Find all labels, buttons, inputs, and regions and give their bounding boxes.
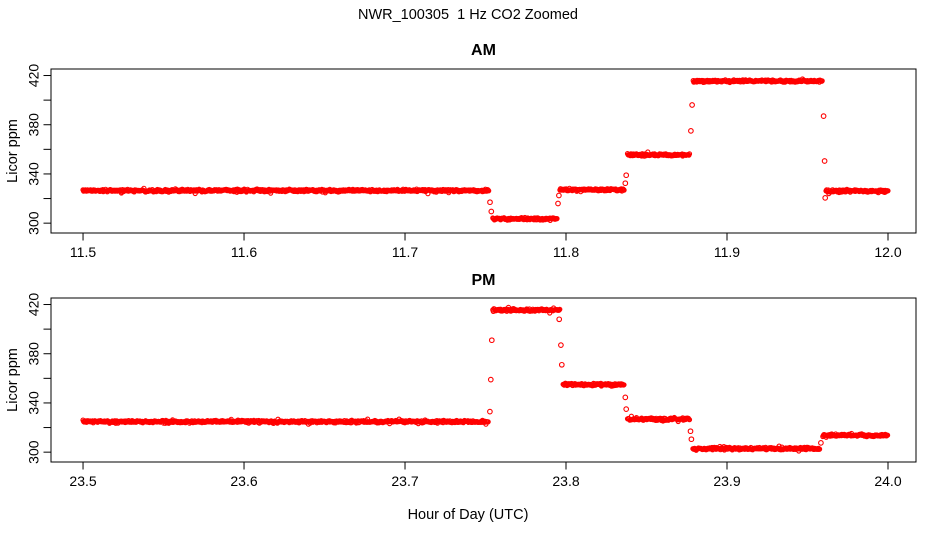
transition-data-point [487, 199, 493, 206]
y-tick-label: 420 [26, 293, 42, 317]
y-axis-title-am: Licor ppm [5, 119, 21, 183]
x-tick-label: 11.5 [70, 244, 96, 260]
plot-box-am [50, 68, 917, 234]
x-axis-label: Hour of Day (UTC) [407, 507, 529, 523]
y-tick-label: 380 [26, 113, 42, 137]
x-tick-label: 23.9 [713, 473, 740, 489]
y-tick-label: 380 [26, 342, 42, 366]
transition-data-point [687, 428, 694, 435]
transition-data-point [488, 337, 495, 344]
y-tick-label: 300 [26, 211, 42, 235]
transition-data-point [818, 440, 824, 446]
data-point [884, 432, 891, 438]
y-tick-label: 340 [26, 391, 42, 415]
transition-data-point [623, 406, 630, 412]
transition-data-point [488, 208, 495, 215]
x-axis-am [82, 233, 889, 241]
x-axis-pm [82, 462, 889, 470]
transition-data-point [623, 172, 630, 179]
panel-title-pm: PM [472, 272, 496, 289]
data-point [485, 419, 491, 425]
x-tick-label: 23.6 [230, 473, 257, 489]
transition-data-point [556, 192, 562, 199]
x-tick-label: 24.0 [874, 473, 901, 489]
transition-data-point [689, 102, 695, 108]
panel-am: 11.5 11.6 11.7 11.8 11.9 12.0 300 340 380 420 AM Li… [5, 42, 917, 260]
transition-data-point [558, 342, 564, 348]
transition-data-point [622, 394, 629, 401]
x-tick-label: 23.5 [69, 473, 96, 489]
panel-title-am: AM [471, 42, 496, 59]
plot-box-pm [50, 297, 917, 463]
transition-data-point [487, 376, 494, 383]
transition-data-point [558, 361, 565, 368]
figure-title: NWR_100305 1 Hz CO2 Zoomed [357, 7, 578, 23]
data-point [621, 187, 627, 193]
transition-data-point [688, 436, 695, 443]
x-tick-label: 23.8 [552, 473, 579, 489]
x-tick-label: 12.0 [874, 244, 901, 260]
scatter-points-am [80, 76, 891, 223]
data-point [885, 188, 891, 194]
data-point [686, 417, 693, 423]
y-tick-label: 340 [26, 162, 42, 186]
transition-data-point [555, 200, 561, 207]
transition-data-point [821, 158, 828, 164]
x-tick-label: 11.8 [553, 244, 579, 260]
panel-pm: 23.5 23.6 23.7 23.8 23.9 24.0 300 340 380 420 PM Li… [5, 272, 917, 489]
x-tick-label: 23.7 [391, 473, 418, 489]
data-point [486, 188, 492, 194]
data-point [816, 446, 823, 452]
data-point [686, 151, 693, 157]
transition-data-point [622, 180, 629, 187]
transition-data-point [822, 195, 829, 201]
y-tick-label: 300 [26, 440, 42, 464]
x-tick-label: 11.7 [392, 244, 418, 260]
scatter-points-pm [80, 304, 891, 454]
y-tick-label: 420 [26, 64, 42, 88]
x-tick-label: 11.9 [714, 244, 740, 260]
transition-data-point [556, 316, 563, 323]
data-point [554, 216, 560, 222]
y-axis-pm [43, 304, 51, 453]
y-axis-am [43, 75, 51, 224]
transition-data-point [688, 128, 694, 134]
y-axis-title-pm: Licor ppm [5, 348, 21, 412]
data-point [819, 78, 825, 84]
x-tick-label: 11.6 [231, 244, 257, 260]
data-point [621, 382, 627, 388]
transition-data-point [487, 408, 493, 415]
transition-data-point [820, 113, 827, 119]
data-point [557, 306, 563, 312]
